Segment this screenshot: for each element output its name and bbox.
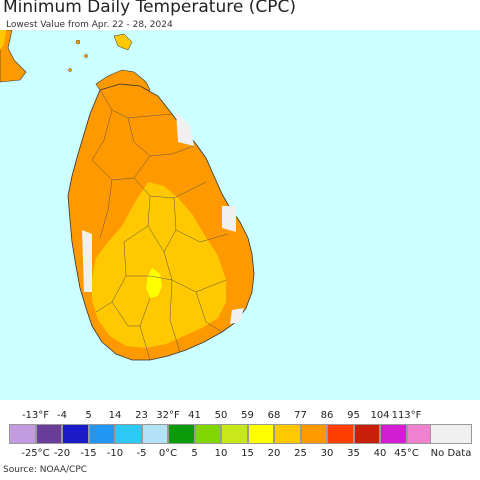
source-credit: Source: NOAA/CPC [3, 465, 88, 475]
map-area [0, 30, 480, 400]
central-south-yellow-orange [92, 182, 226, 348]
island [84, 54, 88, 58]
legend-fahrenheit-tick: 104 [370, 410, 390, 421]
legend-swatch [194, 424, 221, 444]
legend-celsius-tick: 5 [191, 448, 198, 459]
no-data-east [176, 112, 194, 146]
india-coast-edge [0, 30, 6, 50]
legend-celsius-tick: 20 [267, 448, 281, 459]
legend-swatch [88, 424, 115, 444]
legend-celsius-tick: -5 [136, 448, 147, 459]
legend-celsius-tick: -15 [80, 448, 97, 459]
legend-celsius-tick: 10 [214, 448, 228, 459]
legend-swatch [247, 424, 274, 444]
legend-fahrenheit-tick: 32°F [156, 410, 180, 421]
legend-fahrenheit-tick: 41 [188, 410, 201, 421]
india-coast [0, 30, 27, 83]
sri-lanka-map [0, 30, 255, 361]
legend-swatch [300, 424, 327, 444]
legend-swatch [353, 424, 380, 444]
highland-core-yellow [146, 268, 162, 298]
legend-swatch [380, 424, 407, 444]
legend-fahrenheit-tick: 68 [267, 410, 281, 421]
map-subtitle: Lowest Value from Apr. 22 - 28, 2024 [6, 20, 173, 30]
legend-fahrenheit-tick: -4 [57, 410, 67, 421]
legend-fahrenheit-tick: 86 [320, 410, 334, 421]
color-legend: -13°F -4 5 14 23 32°F 41 50 59 68 77 86 95 104 113°F -2… [0, 400, 480, 462]
legend-celsius-tick: -20 [53, 448, 71, 459]
legend-celsius-tick: 15 [241, 448, 254, 459]
legend-swatch [141, 424, 168, 444]
no-data-southeast [222, 206, 236, 232]
legend-swatch [35, 424, 62, 444]
legend-swatch [221, 424, 248, 444]
legend-celsius-tick: 25 [294, 448, 307, 459]
legend-swatch [115, 424, 142, 444]
legend-celsius-tick: 45°C [394, 448, 419, 459]
island [75, 39, 81, 45]
legend-swatch [9, 424, 36, 444]
map-header: Minimum Daily Temperature (CPC) Lowest V… [0, 0, 480, 38]
map-title: Minimum Daily Temperature (CPC) [3, 0, 296, 17]
legend-celsius-tick: 40 [373, 448, 387, 459]
legend-fahrenheit-tick: -13°F [21, 410, 50, 421]
north-tip [113, 33, 133, 51]
legend-no-data-swatch [430, 424, 472, 444]
legend-swatch [274, 424, 301, 444]
district-boundaries [91, 89, 229, 361]
legend-swatch [327, 424, 354, 444]
no-data-south [230, 308, 244, 324]
legend-celsius-tick: -25°C [21, 448, 50, 459]
legend-fahrenheit-tick: 5 [85, 410, 92, 421]
no-data-west [82, 230, 92, 292]
island [68, 68, 72, 72]
legend-celsius-tick: 35 [347, 448, 360, 459]
legend-celsius-tick: 0°C [158, 448, 178, 459]
legend-fahrenheit-tick: 113°F [391, 410, 422, 421]
legend-swatch [62, 424, 89, 444]
legend-fahrenheit-tick: 59 [241, 410, 254, 421]
legend-celsius-tick: 30 [320, 448, 334, 459]
legend-fahrenheit-tick: 14 [108, 410, 122, 421]
legend-swatch [168, 424, 195, 444]
legend-no-data-label: No Data [430, 448, 472, 459]
legend-celsius-tick: -10 [106, 448, 124, 459]
legend-fahrenheit-tick: 23 [135, 410, 148, 421]
legend-fahrenheit-tick: 50 [214, 410, 228, 421]
legend-fahrenheit-tick: 95 [347, 410, 360, 421]
legend-fahrenheit-tick: 77 [294, 410, 307, 421]
